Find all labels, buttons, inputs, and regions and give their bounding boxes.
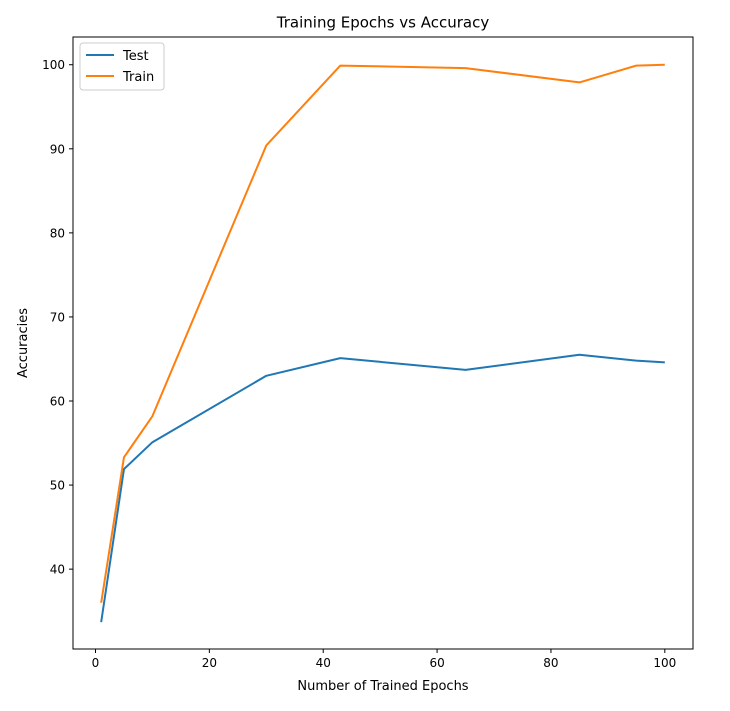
y-tick-label-90: 90 (50, 142, 65, 156)
legend-label-train: Train (122, 70, 154, 85)
plot-frame (72, 36, 694, 650)
y-tick-label-50: 50 (50, 479, 65, 493)
x-tick-label-20: 20 (202, 656, 217, 670)
x-tick-label-40: 40 (316, 656, 331, 670)
x-tick-label-80: 80 (543, 656, 558, 670)
y-tick-label-40: 40 (50, 563, 65, 577)
legend-label-test: Test (122, 49, 149, 64)
series-line-test (100, 353, 665, 623)
series-layer (100, 63, 665, 623)
y-tick-label-70: 70 (50, 310, 65, 324)
legend: Test Train (79, 42, 165, 91)
y-axis-ticks: 40 50 60 70 80 90 100 (42, 58, 73, 577)
x-tick-label-0: 0 (92, 656, 100, 670)
x-axis-ticks: 0 20 40 60 80 100 (92, 649, 676, 670)
chart-title: Training Epochs vs Accuracy (276, 14, 490, 32)
y-tick-label-60: 60 (50, 395, 65, 409)
x-axis-label: Number of Trained Epochs (297, 679, 468, 694)
y-tick-label-80: 80 (50, 226, 65, 240)
y-axis-label: Accuracies (16, 308, 31, 378)
x-tick-label-60: 60 (429, 656, 444, 670)
y-tick-label-100: 100 (42, 58, 65, 72)
series-line-train (100, 63, 665, 603)
x-tick-label-100: 100 (653, 656, 676, 670)
